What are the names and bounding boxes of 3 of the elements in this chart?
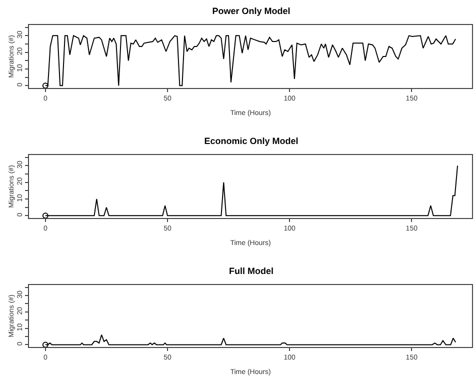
chart-title: Power Only Model [212,6,290,16]
chart-title: Economic Only Model [204,136,298,146]
chart-title: Full Model [228,266,274,276]
